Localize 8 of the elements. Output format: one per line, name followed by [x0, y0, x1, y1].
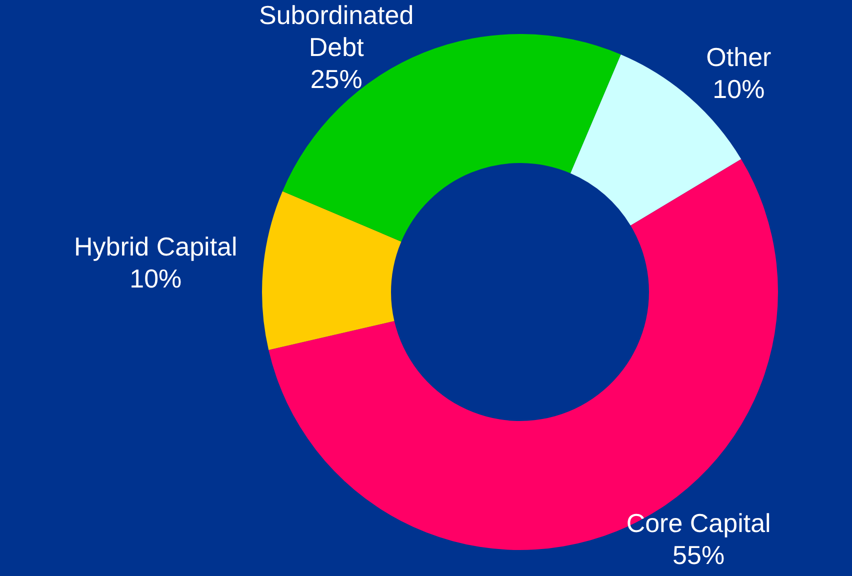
slice-label: Subordinated Debt	[259, 0, 414, 62]
data-label: 10%	[712, 74, 765, 104]
slice-label: Other	[706, 42, 772, 72]
slice-label: Core Capital	[626, 508, 771, 538]
slice-label: Hybrid Capital	[74, 231, 238, 262]
data-label: 10%	[130, 263, 182, 294]
data-label: 55%	[672, 540, 725, 570]
data-label: 25%	[310, 64, 362, 94]
